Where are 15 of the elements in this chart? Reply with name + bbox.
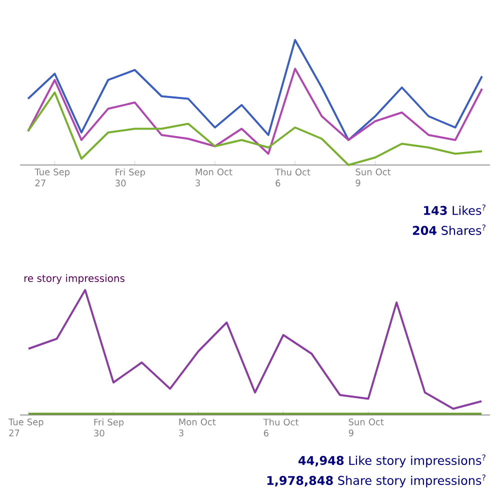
text: 44,948 Like story impressions$^{?}$ — [298, 454, 486, 468]
x-tick-label: Sun Oct 9 — [356, 168, 391, 186]
x-tick-label: Thu Oct 6 — [263, 418, 299, 436]
x-tick-label: Fri Sep 30 — [116, 168, 146, 186]
x-tick-label: Mon Oct 3 — [179, 418, 216, 436]
chart-subtitle: re story impressions — [24, 274, 125, 284]
x-tick-label: Tue Sep 27 — [8, 418, 44, 436]
text: 143 Likes$^{?}$ — [424, 204, 486, 215]
text: 204 Shares$^{?}$ — [412, 224, 486, 235]
x-tick-label: Fri Sep 30 — [94, 418, 124, 436]
x-tick-label: Sun Oct 9 — [348, 418, 384, 436]
text: 1,978,848 Share story impressions$^{?}$ — [267, 474, 486, 488]
x-tick-label: Mon Oct 3 — [196, 168, 232, 186]
x-tick-label: Tue Sep 27 — [34, 168, 70, 186]
x-tick-label: Thu Oct 6 — [275, 168, 310, 186]
